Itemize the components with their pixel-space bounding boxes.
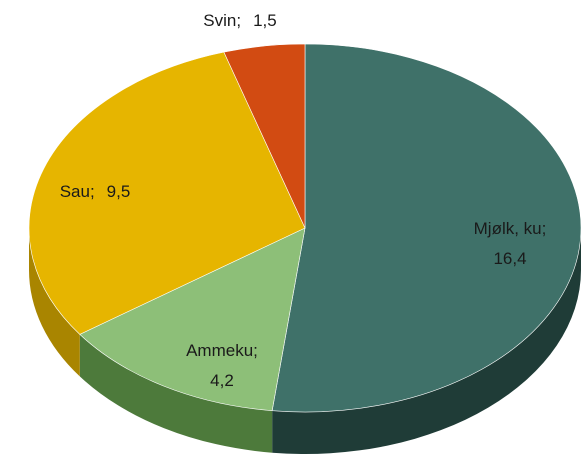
data-label: Ammeku; 4,2: [186, 341, 258, 390]
label-value: 4,2: [210, 371, 234, 390]
label-category: Ammeku: [186, 341, 253, 360]
slice: [223, 43, 306, 229]
label-category: Svin: [203, 11, 236, 30]
label-separator: ;: [542, 219, 547, 238]
slice: [79, 227, 306, 412]
slice: [271, 43, 582, 413]
slice-side: [79, 334, 273, 453]
label-category: Mjølk, ku: [474, 219, 542, 238]
slice-side: [272, 228, 581, 454]
label-separator: ;: [236, 11, 241, 30]
slice-side: [29, 228, 80, 377]
slice: [28, 51, 306, 335]
label-category: Sau: [60, 182, 90, 201]
data-label: Mjølk, ku; 16,4: [474, 219, 547, 268]
data-label: Svin; 1,5: [203, 11, 276, 30]
label-value: 16,4: [493, 249, 526, 268]
label-separator: ;: [253, 341, 258, 360]
label-value: 9,5: [107, 182, 131, 201]
data-label: Sau; 9,5: [60, 182, 131, 201]
label-value: 1,5: [253, 11, 277, 30]
label-separator: ;: [90, 182, 95, 201]
